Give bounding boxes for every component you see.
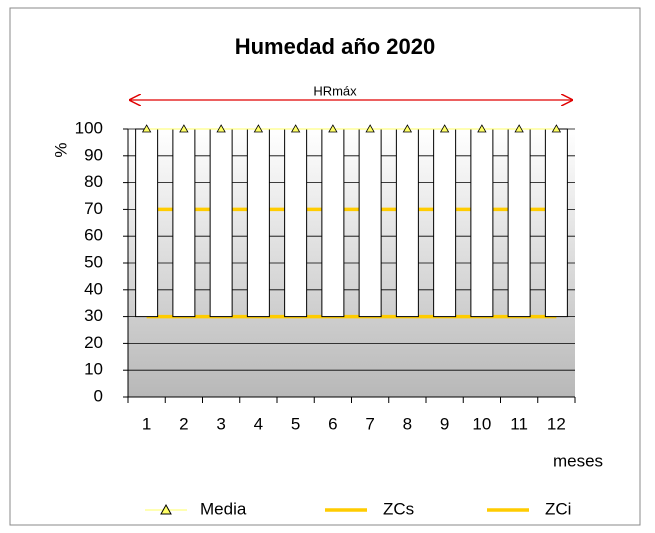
y-tick-label: 10 <box>84 360 103 379</box>
marker <box>551 124 562 133</box>
up-down-bar <box>135 128 159 318</box>
x-tick-label: 12 <box>547 414 566 433</box>
legend-label: ZCi <box>545 499 571 518</box>
x-tick-label: 3 <box>216 414 225 433</box>
legend-label: Media <box>200 499 247 518</box>
up-down-bar <box>507 128 531 318</box>
up-down-bar <box>284 128 308 318</box>
x-tick-label: 9 <box>440 414 449 433</box>
up-down-bar <box>544 128 568 318</box>
x-tick-label: 5 <box>291 414 300 433</box>
marker <box>365 124 375 133</box>
up-down-bar <box>358 128 382 318</box>
marker <box>402 124 413 133</box>
up-down-bar <box>172 128 196 318</box>
y-tick-label: 60 <box>84 226 103 245</box>
up-down-bar <box>395 128 419 318</box>
marker <box>477 124 487 133</box>
x-tick-label: 6 <box>328 414 337 433</box>
x-tick-label: 11 <box>510 414 528 433</box>
legend-marker <box>160 503 172 515</box>
y-tick-label: 100 <box>75 118 103 137</box>
up-down-bar <box>470 128 494 318</box>
y-tick-label: 0 <box>94 386 103 405</box>
x-tick-label: 7 <box>365 414 374 433</box>
marker <box>439 124 450 133</box>
y-tick-label: 30 <box>84 306 103 325</box>
legend-label: ZCs <box>383 499 414 518</box>
y-tick-label: 50 <box>84 252 103 271</box>
up-down-bar <box>433 128 457 318</box>
y-tick-label: 20 <box>84 333 103 352</box>
y-tick-label: 70 <box>84 199 103 218</box>
marker <box>514 124 524 133</box>
marker <box>179 124 189 133</box>
up-down-bar <box>209 128 233 318</box>
x-tick-label: 4 <box>254 414 263 433</box>
chart-title: Humedad año 2020 <box>235 34 436 59</box>
y-tick-label: 90 <box>84 145 103 164</box>
marker <box>253 124 264 133</box>
marker <box>216 124 226 133</box>
x-tick-label: 10 <box>472 414 491 433</box>
x-tick-label: 1 <box>142 414 151 433</box>
x-axis-label: meses <box>553 451 603 470</box>
marker <box>141 124 152 133</box>
marker <box>290 124 301 133</box>
y-axis-label: % <box>51 142 70 157</box>
up-down-bar <box>321 128 345 318</box>
marker <box>328 124 338 133</box>
x-tick-label: 8 <box>403 414 412 433</box>
up-down-bar <box>246 128 270 318</box>
y-tick-label: 80 <box>84 172 103 191</box>
annotation: HRmáx <box>313 83 357 98</box>
y-tick-label: 40 <box>84 279 103 298</box>
x-tick-label: 2 <box>179 414 188 433</box>
